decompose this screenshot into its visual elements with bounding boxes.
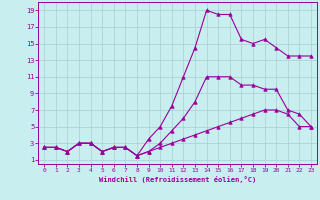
X-axis label: Windchill (Refroidissement éolien,°C): Windchill (Refroidissement éolien,°C)	[99, 176, 256, 183]
